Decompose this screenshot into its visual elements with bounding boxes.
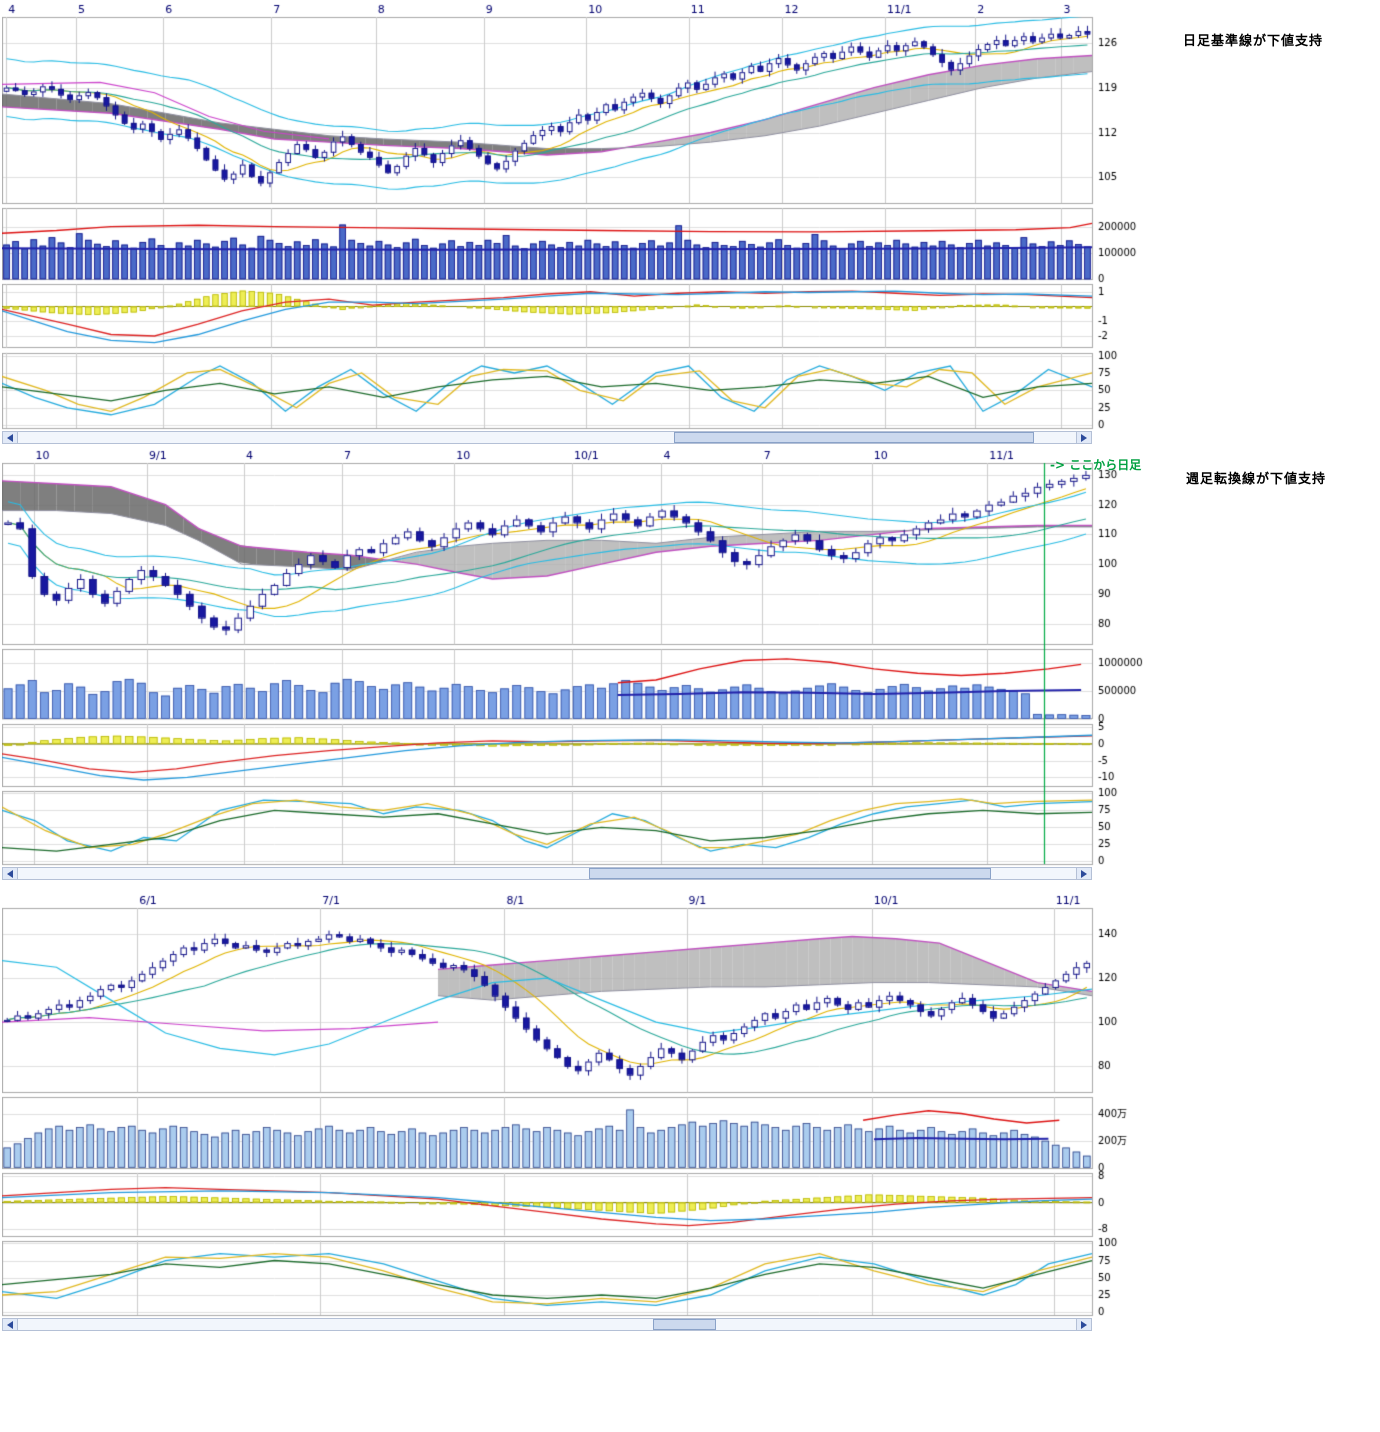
right-arrow-icon	[1081, 1320, 1087, 1329]
scrollbar-track[interactable]	[18, 432, 1076, 443]
scrollbar-thumb[interactable]	[589, 868, 992, 879]
daily-chart-hscrollbar[interactable]	[2, 431, 1092, 444]
right-arrow-icon	[1081, 433, 1087, 442]
left-arrow-icon	[7, 433, 13, 442]
left-arrow-icon	[7, 869, 13, 878]
scroll-right-button[interactable]	[1076, 432, 1091, 443]
scrollbar-thumb[interactable]	[673, 432, 1034, 443]
daily-zoom-chart-canvas[interactable]	[2, 893, 1177, 1317]
scroll-left-button[interactable]	[3, 432, 18, 443]
weekly-chart-hscrollbar[interactable]	[2, 867, 1092, 880]
daily-zoom-chart-hscrollbar[interactable]	[2, 1318, 1092, 1331]
daily-zoom-chart-panel	[2, 893, 1177, 1331]
weekly-inline-note: -> ここから日足	[1050, 458, 1142, 472]
weekly-annotation: 週足転換線が下値支持	[1186, 472, 1327, 487]
daily-chart-panel	[2, 2, 1177, 444]
daily-chart-canvas[interactable]	[2, 2, 1177, 430]
scrollbar-track[interactable]	[18, 1319, 1076, 1330]
right-arrow-icon	[1081, 869, 1087, 878]
scroll-right-button[interactable]	[1076, 868, 1091, 879]
weekly-chart-panel	[2, 448, 1177, 880]
scrollbar-track[interactable]	[18, 868, 1076, 879]
scroll-left-button[interactable]	[3, 1319, 18, 1330]
scroll-right-button[interactable]	[1076, 1319, 1091, 1330]
scrollbar-thumb[interactable]	[652, 1319, 717, 1330]
daily-annotation: 日足基準線が下値支持	[1183, 34, 1324, 49]
weekly-chart-canvas[interactable]	[2, 448, 1177, 866]
left-arrow-icon	[7, 1320, 13, 1329]
scroll-left-button[interactable]	[3, 868, 18, 879]
